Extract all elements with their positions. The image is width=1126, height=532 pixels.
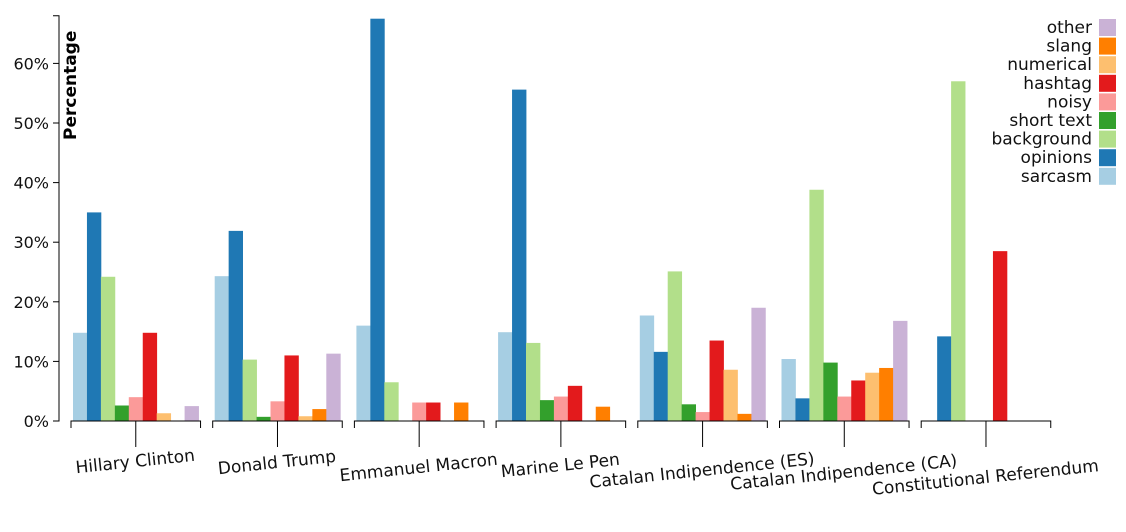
legend-label-noisy: noisy <box>1047 92 1092 112</box>
bar-sarcasm-5 <box>781 359 796 421</box>
bar-other-1 <box>326 353 341 421</box>
bar-other-5 <box>893 320 908 421</box>
bar-hashtag-2 <box>426 402 441 421</box>
bar-numerical-4 <box>723 369 738 421</box>
x-category-label: Donald Trump <box>217 447 337 479</box>
x-category-label: Emmanuel Macron <box>339 450 499 486</box>
bar-numerical-1 <box>298 416 313 421</box>
bar-opinions-3 <box>512 89 527 422</box>
bar-opinions-4 <box>653 351 669 421</box>
bar-background-5 <box>809 189 824 421</box>
bar-noisy-3 <box>553 396 569 421</box>
x-axis: Hillary Clinton Donald Trump Emmanuel Macr… <box>70 420 1100 500</box>
y-tick-label: 40% <box>13 174 49 193</box>
legend-label-hashtag: hashtag <box>1023 74 1092 94</box>
bar-opinions-0 <box>86 212 102 421</box>
bar-sarcasm-1 <box>214 276 230 421</box>
legend-label-opinions: opinions <box>1021 148 1093 168</box>
bar-noisy-1 <box>270 401 285 421</box>
bar-background-6 <box>951 81 966 421</box>
legend-label-background: background <box>991 130 1092 150</box>
bar-sarcasm-4 <box>639 315 655 421</box>
x-category-label: Hillary Clinton <box>75 446 196 478</box>
legend-swatch-other <box>1099 19 1116 36</box>
bar-background-2 <box>384 382 399 421</box>
y-axis-title: Percentage <box>61 31 81 140</box>
bar-other-0 <box>184 406 199 421</box>
legend-label-other: other <box>1047 18 1092 38</box>
legend-label-short-text: short text <box>1009 111 1092 131</box>
legend-label-sarcasm: sarcasm <box>1021 167 1092 187</box>
bar-other-4 <box>751 307 766 421</box>
bar-background-0 <box>100 276 116 421</box>
y-tick-label: 10% <box>13 352 49 371</box>
bar-opinions-1 <box>228 230 243 421</box>
bar-sarcasm-0 <box>73 332 88 421</box>
bar-hashtag-3 <box>567 385 583 421</box>
bar-noisy-0 <box>128 397 144 421</box>
legend-swatch-numerical <box>1099 56 1116 74</box>
bar-short-text-1 <box>256 416 271 421</box>
legend-label-numerical: numerical <box>1007 55 1092 75</box>
y-tick-label: 0% <box>24 412 49 431</box>
y-tick-label: 30% <box>13 233 49 252</box>
bar-short-text-3 <box>539 400 555 421</box>
bar-opinions-6 <box>937 336 952 421</box>
legend-label-slang: slang <box>1046 37 1092 57</box>
bar-noisy-4 <box>695 412 710 421</box>
bar-background-4 <box>667 271 683 421</box>
bar-hashtag-1 <box>284 355 299 421</box>
legend-swatch-hashtag <box>1099 74 1116 92</box>
y-axis-line <box>53 15 60 422</box>
y-axis: 0% 10% 20% 30% 40% 50% 60% <box>13 15 60 431</box>
bar-opinions-5 <box>795 398 810 421</box>
legend-swatch-short-text <box>1099 112 1116 129</box>
bar-opinions-2 <box>370 18 385 421</box>
bar-hashtag-4 <box>709 340 724 421</box>
bar-noisy-5 <box>837 396 852 421</box>
legend-swatch-background <box>1099 130 1116 148</box>
bar-slang-3 <box>595 406 611 421</box>
legend-swatch-noisy <box>1099 93 1116 111</box>
bar-short-text-0 <box>114 405 130 421</box>
bar-slang-2 <box>454 402 469 421</box>
bar-numerical-0 <box>156 413 172 421</box>
y-tick-label: 20% <box>13 293 49 312</box>
bar-hashtag-0 <box>142 332 158 421</box>
legend-swatch-slang <box>1099 37 1116 55</box>
y-tick-label: 60% <box>13 54 49 73</box>
y-tick-label: 50% <box>13 114 49 133</box>
bars-layer <box>73 18 1008 422</box>
bar-short-text-5 <box>823 362 838 421</box>
bar-hashtag-5 <box>851 380 866 421</box>
legend-swatch-opinions <box>1099 149 1116 167</box>
legend-swatch-sarcasm <box>1099 167 1116 185</box>
bar-numerical-5 <box>865 372 880 421</box>
bar-sarcasm-2 <box>356 325 371 421</box>
bar-slang-5 <box>879 367 894 421</box>
bar-slang-4 <box>737 413 752 421</box>
bar-background-1 <box>242 359 257 421</box>
bar-hashtag-6 <box>992 251 1008 421</box>
bar-short-text-4 <box>681 404 696 421</box>
bar-background-3 <box>526 342 541 421</box>
bar-slang-1 <box>312 409 327 421</box>
bar-sarcasm-3 <box>498 332 513 421</box>
bar-noisy-2 <box>412 402 427 421</box>
